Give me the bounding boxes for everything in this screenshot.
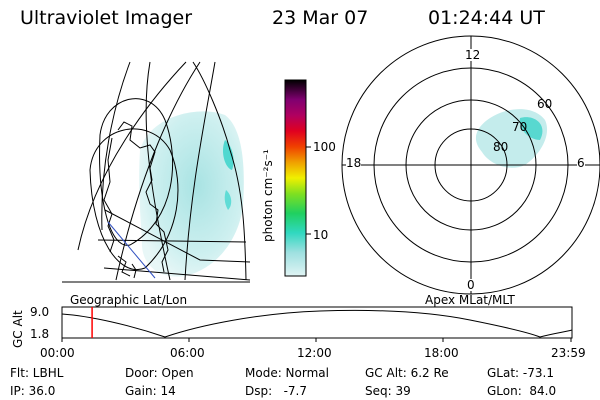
aurora-bright-spot bbox=[222, 140, 234, 170]
altitude-strip bbox=[61, 306, 573, 342]
x-tick-0600: 06:00 bbox=[170, 346, 205, 360]
x-tick-1200: 12:00 bbox=[297, 346, 332, 360]
altitude-y-bottom: 1.8 bbox=[30, 327, 50, 341]
glon-info: GLon: 84.0 bbox=[487, 384, 557, 398]
mode-info: Mode: Normal bbox=[245, 366, 329, 380]
mlt-label-18: 18 bbox=[346, 156, 362, 170]
x-tick-0000: 00:00 bbox=[40, 346, 75, 360]
satellite-track bbox=[107, 221, 156, 279]
lat-label-60: 60 bbox=[537, 97, 553, 111]
apex-polar-plot bbox=[341, 35, 600, 295]
date-label: 23 Mar 07 bbox=[272, 7, 369, 29]
mlt-label-12: 12 bbox=[465, 48, 481, 62]
geographic-map bbox=[62, 61, 251, 283]
colorbar-tick-10: 10 bbox=[313, 228, 329, 242]
time-label: 01:24:44 UT bbox=[428, 7, 545, 29]
aurora-bright-spot-2 bbox=[224, 190, 232, 210]
lat-label-70: 70 bbox=[512, 120, 528, 134]
colorbar-unit-label: photon cm⁻²s⁻¹ bbox=[261, 149, 275, 242]
gain-info: Gain: 14 bbox=[125, 384, 176, 398]
seq-info: Seq: 39 bbox=[365, 384, 411, 398]
lat-label-80: 80 bbox=[493, 140, 509, 154]
glat-info: GLat: -73.1 bbox=[487, 366, 554, 380]
door-info: Door: Open bbox=[125, 366, 194, 380]
dsp-info: Dsp: -7.7 bbox=[245, 384, 308, 398]
x-tick-1800: 18:00 bbox=[424, 346, 459, 360]
aurora-emission-geo bbox=[139, 111, 244, 277]
app-title: Ultraviolet Imager bbox=[20, 7, 193, 29]
ip-info: IP: 36.0 bbox=[10, 384, 56, 398]
mlt-label-6: 6 bbox=[577, 156, 585, 170]
x-tick-2359: 23:59 bbox=[551, 346, 586, 360]
colorbar-tick-100: 100 bbox=[313, 140, 336, 154]
altitude-curve bbox=[61, 309, 573, 338]
coastline bbox=[103, 121, 169, 279]
mlt-label-0: 0 bbox=[467, 278, 475, 292]
geographic-caption: Geographic Lat/Lon bbox=[70, 293, 188, 307]
altitude-axis-label: GC Alt bbox=[11, 310, 25, 348]
color-scale-bar bbox=[284, 79, 311, 277]
gc-alt-info: GC Alt: 6.2 Re bbox=[365, 366, 449, 380]
altitude-y-top: 9.0 bbox=[30, 305, 50, 319]
filter-info: Flt: LBHL bbox=[10, 366, 64, 380]
apex-caption: Apex MLat/MLT bbox=[425, 293, 515, 307]
